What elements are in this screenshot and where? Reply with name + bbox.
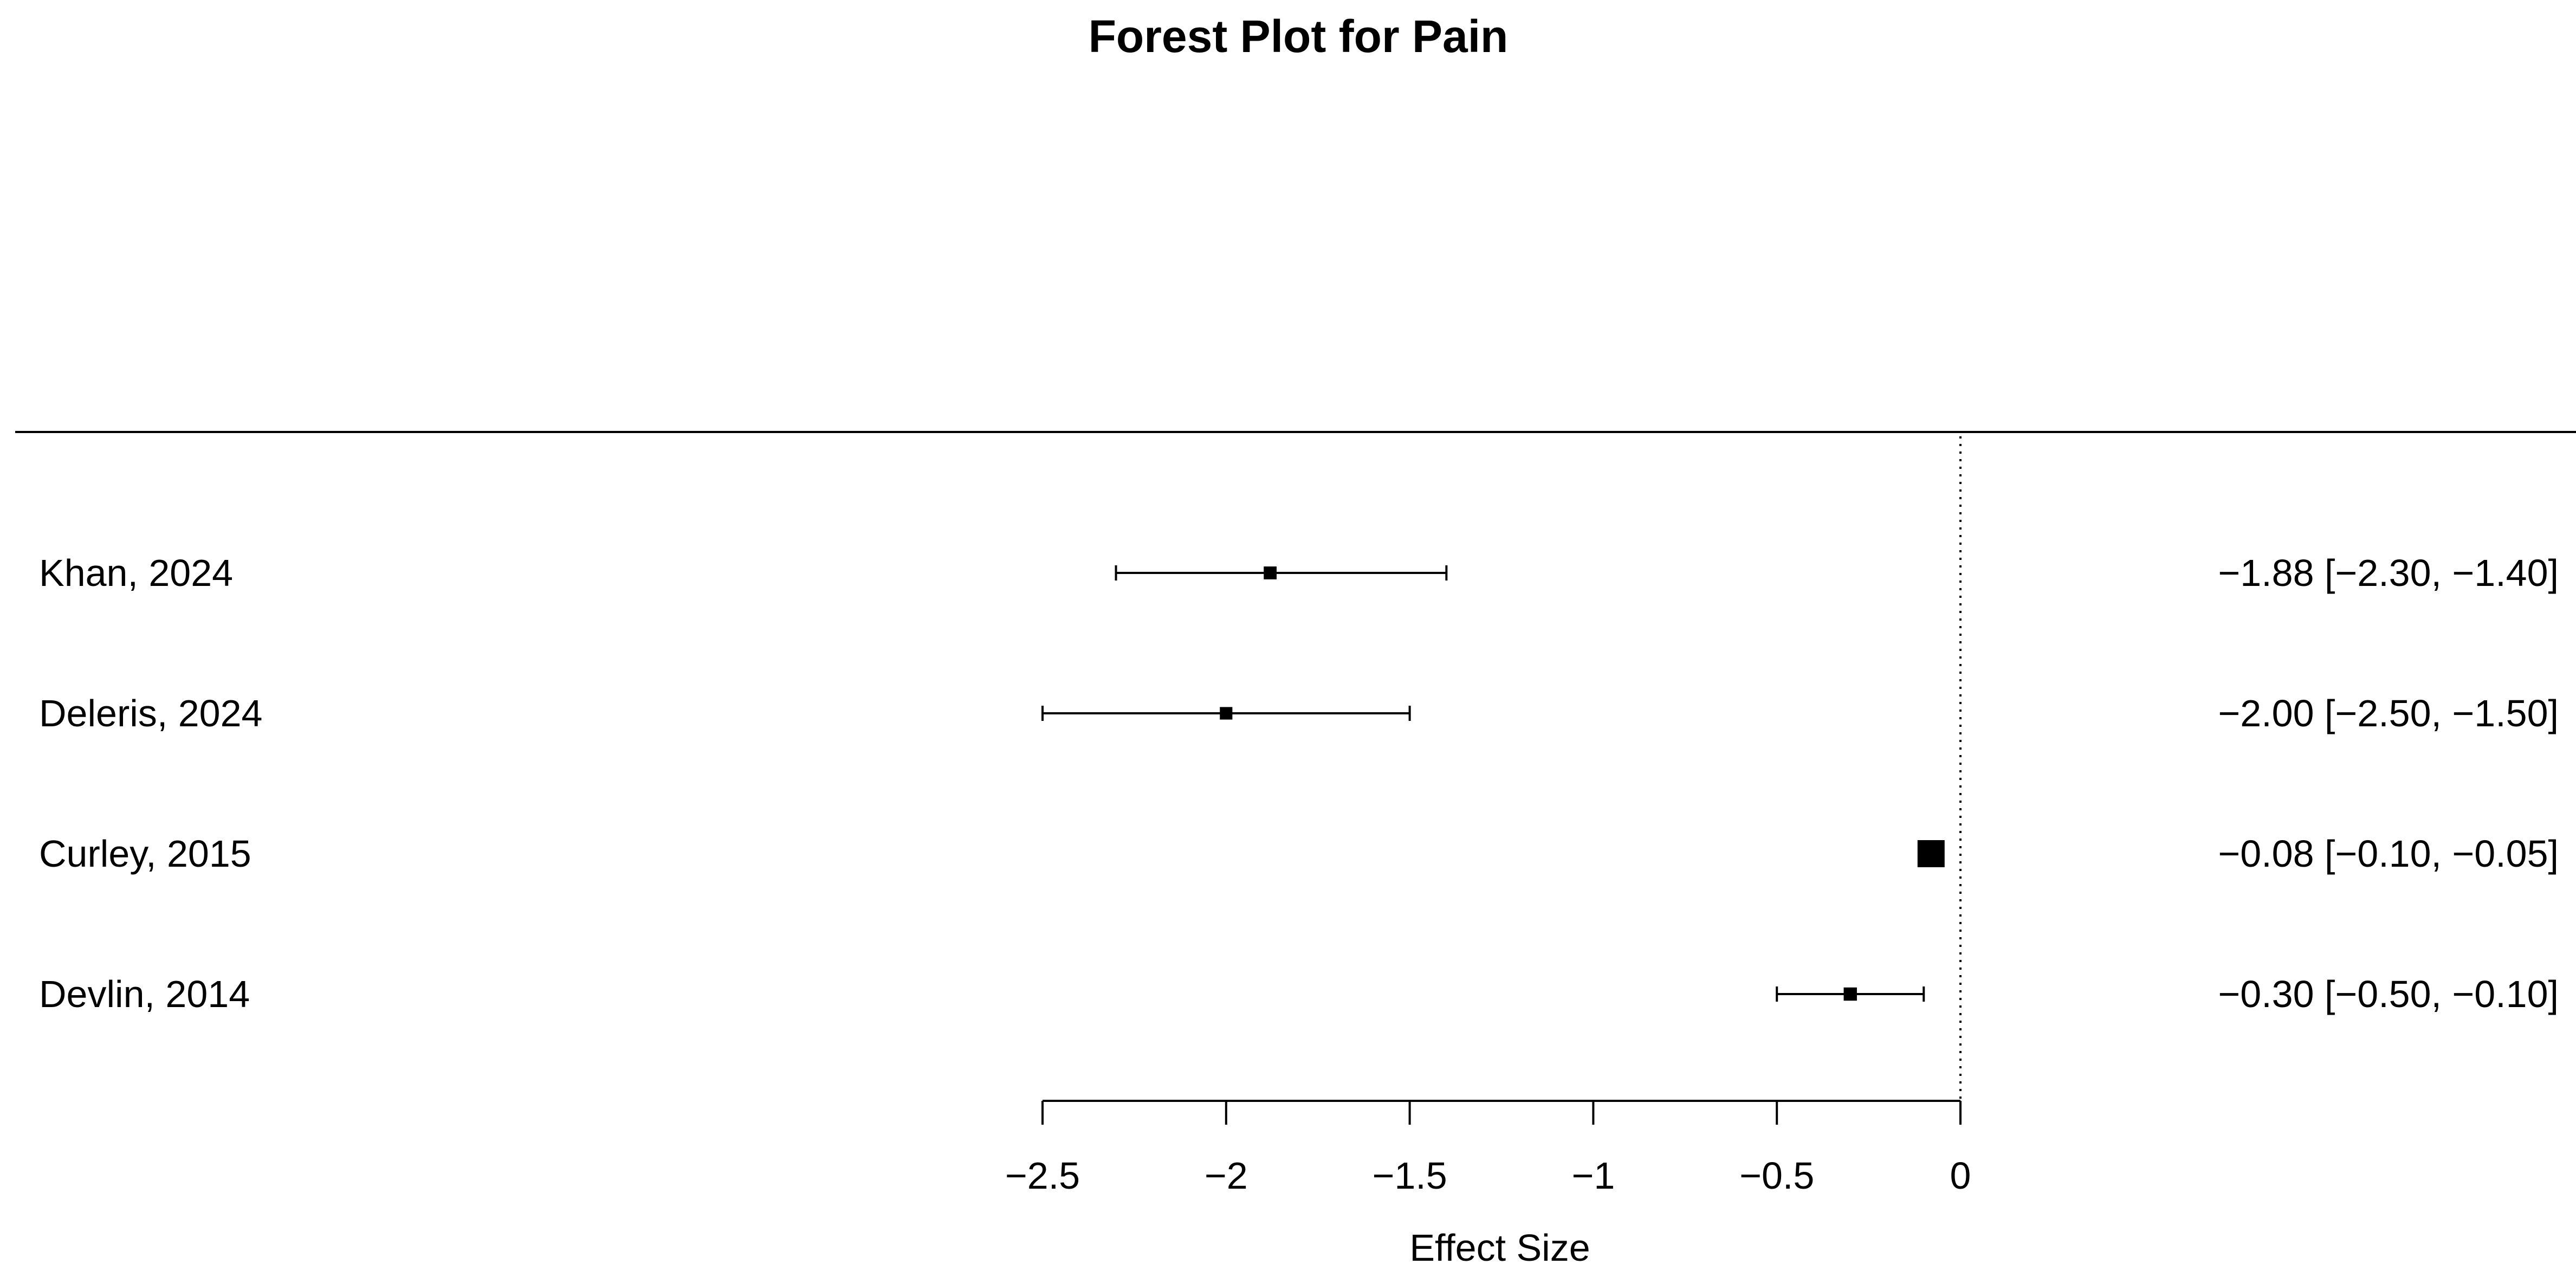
- x-axis: −2.5 −2 −1.5 −1 −0.5 0: [1005, 1100, 1971, 1197]
- chart-title: Forest Plot for Pain: [1089, 11, 1509, 62]
- x-tick-label: −2.5: [1005, 1155, 1080, 1197]
- study-row: Curley, 2015 −0.08 [−0.10, −0.05]: [39, 833, 2559, 875]
- x-tick-label: −1.5: [1372, 1155, 1447, 1197]
- studies-layer: Khan, 2024 −1.88 [−2.30, −1.40] Deleris, 2…: [39, 436, 2559, 1101]
- point-estimate: [1917, 840, 1945, 867]
- x-tick-label: 0: [1950, 1155, 1971, 1197]
- study-row: Khan, 2024 −1.88 [−2.30, −1.40]: [39, 552, 2559, 594]
- x-tick-label: −0.5: [1739, 1155, 1814, 1197]
- point-estimate: [1220, 707, 1233, 720]
- study-label: Deleris, 2024: [39, 692, 262, 734]
- study-label: Curley, 2015: [39, 833, 251, 875]
- x-tick-label: −1: [1571, 1155, 1615, 1197]
- study-label: Devlin, 2014: [39, 973, 250, 1015]
- x-axis-title: Effect Size: [1409, 1227, 1590, 1269]
- study-label: Khan, 2024: [39, 552, 233, 594]
- study-row: Devlin, 2014 −0.30 [−0.50, −0.10]: [39, 973, 2559, 1015]
- point-estimate: [1843, 987, 1857, 1001]
- ci-value-text: −1.88 [−2.30, −1.40]: [2218, 552, 2559, 594]
- ci-value-text: −0.30 [−0.50, −0.10]: [2218, 973, 2559, 1015]
- x-tick-label: −2: [1205, 1155, 1248, 1197]
- study-row: Deleris, 2024 −2.00 [−2.50, −1.50]: [39, 692, 2559, 734]
- ci-value-text: −2.00 [−2.50, −1.50]: [2218, 692, 2559, 734]
- ci-value-text: −0.08 [−0.10, −0.05]: [2218, 833, 2559, 875]
- point-estimate: [1264, 566, 1277, 579]
